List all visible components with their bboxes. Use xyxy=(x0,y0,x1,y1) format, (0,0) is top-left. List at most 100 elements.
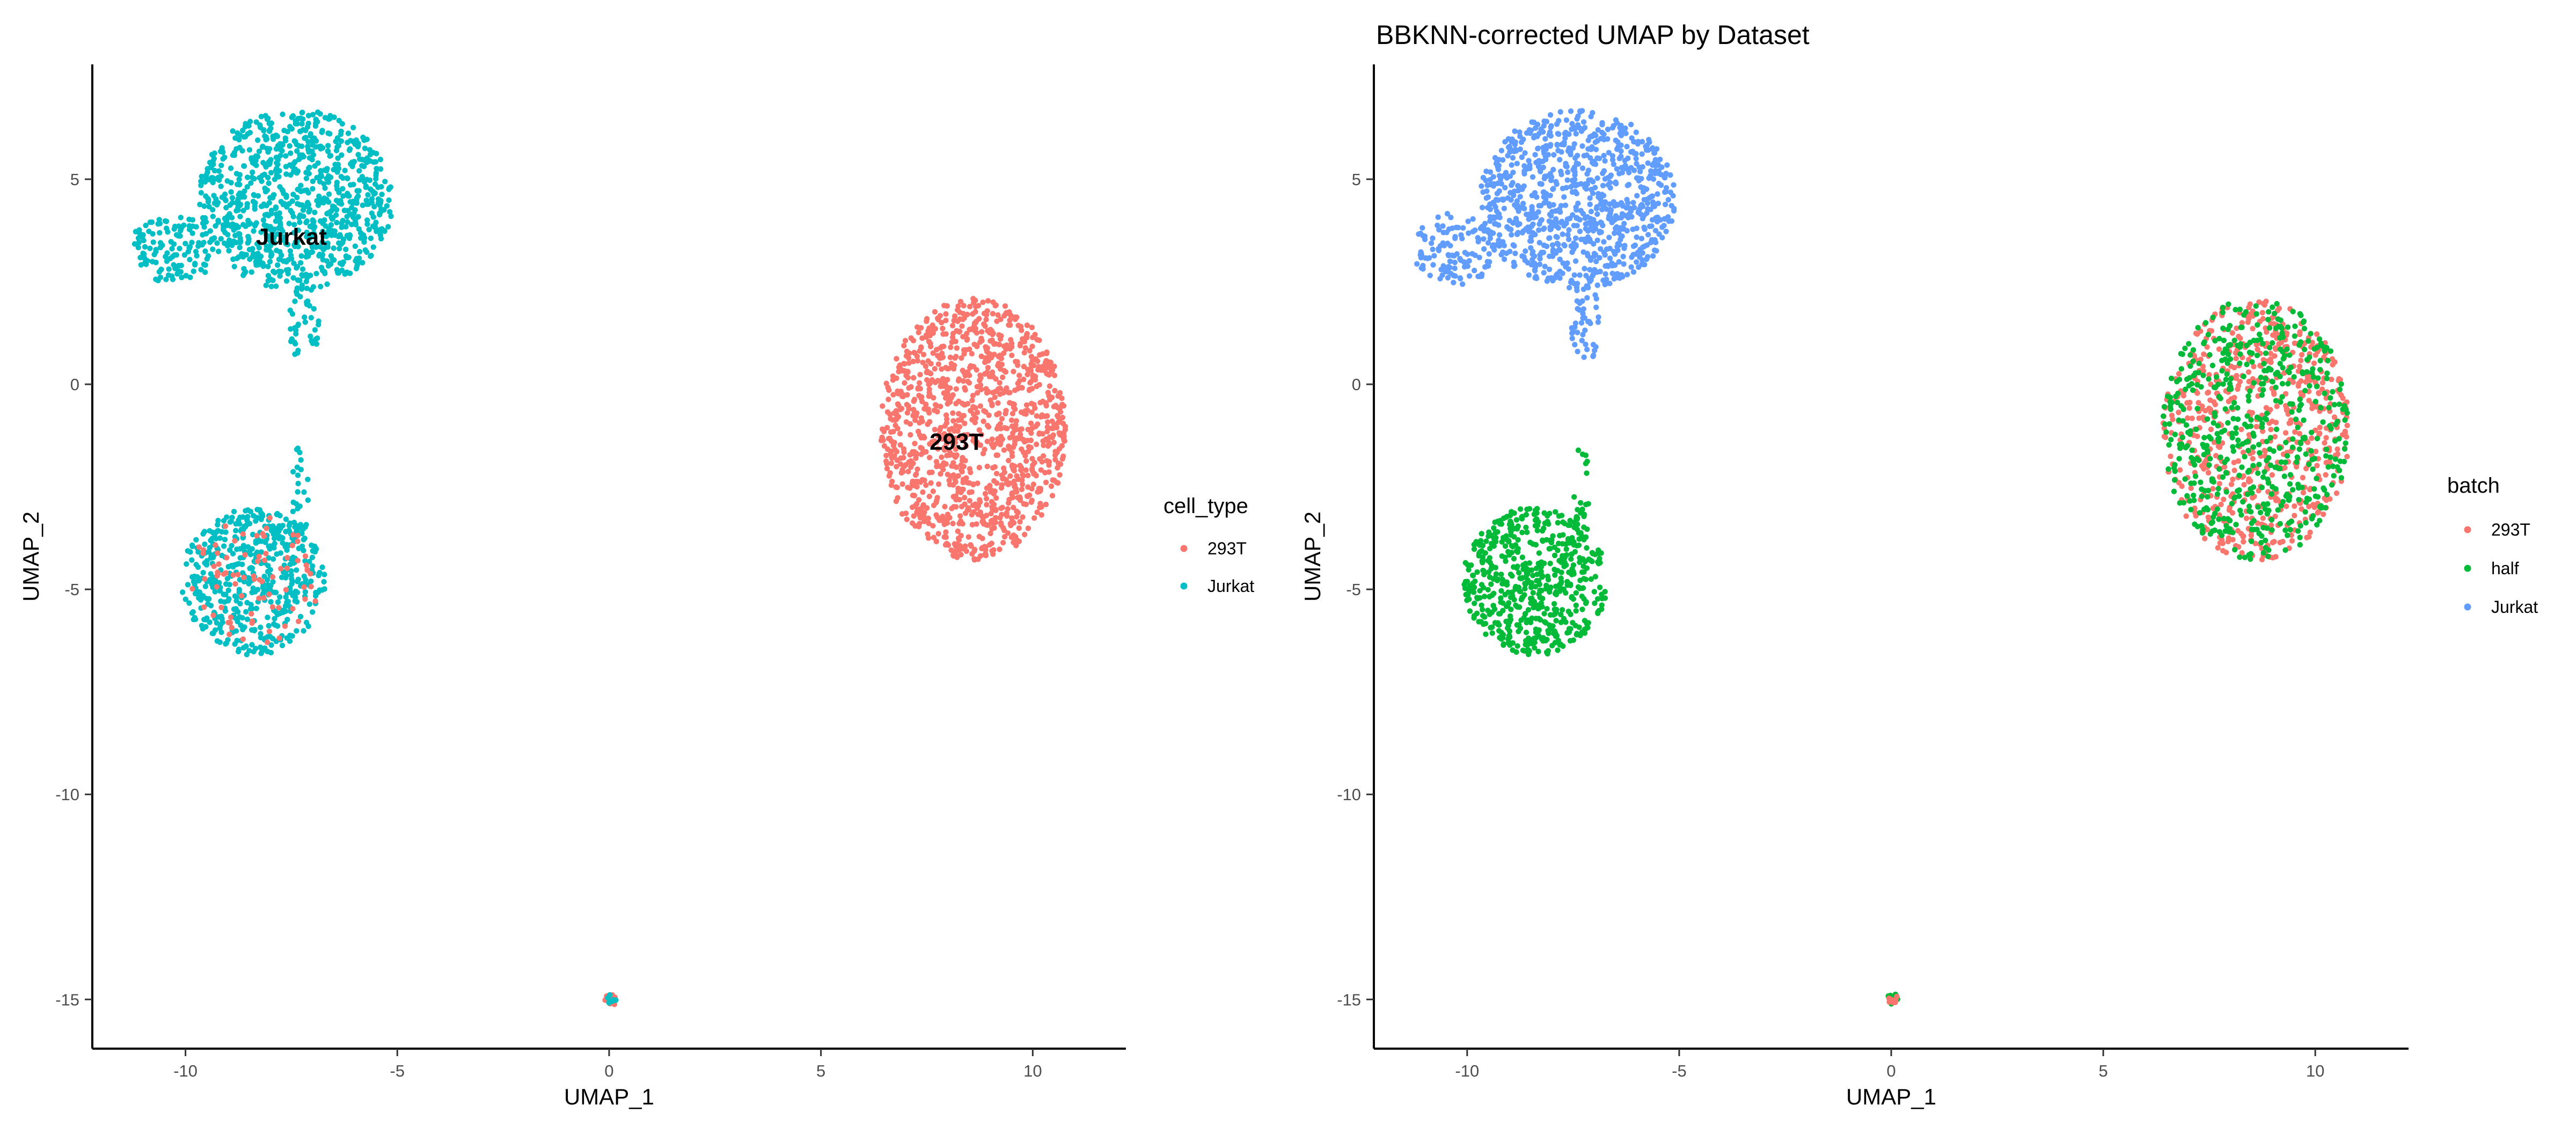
point-half xyxy=(1475,540,1481,547)
point-jurkat xyxy=(212,589,218,595)
point-jurkat xyxy=(1633,156,1639,162)
point-293t xyxy=(992,394,998,400)
point-293t xyxy=(898,367,904,372)
point-293t xyxy=(312,598,318,604)
point-half xyxy=(1491,590,1497,597)
point-293t xyxy=(1002,369,1009,375)
point-jurkat xyxy=(1488,229,1494,235)
point-jurkat xyxy=(281,127,287,134)
point-jurkat xyxy=(1445,240,1451,246)
point-half xyxy=(1552,567,1557,573)
point-jurkat xyxy=(233,223,239,229)
point-jurkat xyxy=(1452,265,1458,272)
point-293t xyxy=(304,567,310,573)
point-jurkat xyxy=(1633,129,1639,135)
point-293t xyxy=(2267,407,2273,413)
point-jurkat xyxy=(324,281,330,287)
umap-panel-cell-type: -10 -5 0 5 10-15-10-505UMAP_1UMAP_2Jurkat293… xyxy=(18,64,1254,1109)
point-jurkat xyxy=(169,273,175,279)
point-jurkat xyxy=(258,650,264,656)
point-jurkat xyxy=(142,244,148,250)
point-jurkat xyxy=(1526,216,1532,222)
point-293t xyxy=(942,503,948,510)
point-half xyxy=(1582,630,1588,636)
point-293t xyxy=(1045,439,1051,445)
point-293t xyxy=(1007,473,1013,479)
point-jurkat xyxy=(1635,138,1641,145)
point-half xyxy=(1572,623,1578,628)
point-jurkat xyxy=(1587,195,1593,201)
point-jurkat xyxy=(283,278,290,284)
point-293t xyxy=(1017,463,1023,469)
point-jurkat xyxy=(1665,197,1671,203)
cluster-label: Jurkat xyxy=(256,224,327,250)
point-jurkat xyxy=(1644,142,1650,148)
point-jurkat xyxy=(1606,235,1612,240)
point-293t xyxy=(2300,474,2306,481)
point-293t xyxy=(930,327,936,333)
point-jurkat xyxy=(265,149,271,155)
point-half xyxy=(1479,602,1484,609)
point-293t xyxy=(966,380,972,386)
point-half xyxy=(1530,541,1536,547)
point-293t xyxy=(2311,360,2317,367)
point-half xyxy=(1575,521,1580,527)
point-jurkat xyxy=(224,243,230,248)
point-293t xyxy=(956,424,963,430)
point-293t xyxy=(911,513,917,519)
point-jurkat xyxy=(240,254,246,260)
point-293t xyxy=(984,502,990,508)
point-293t xyxy=(1015,510,1021,516)
point-jurkat xyxy=(1599,129,1605,136)
point-293t xyxy=(910,460,916,466)
point-jurkat xyxy=(354,263,360,269)
point-jurkat xyxy=(1446,226,1452,232)
point-jurkat xyxy=(1431,253,1437,259)
point-half xyxy=(1515,537,1521,543)
point-jurkat xyxy=(247,606,254,612)
point-jurkat xyxy=(248,602,254,608)
point-jurkat xyxy=(1430,246,1436,252)
point-half xyxy=(1552,628,1558,634)
point-293t xyxy=(1000,540,1006,546)
point-jurkat xyxy=(368,253,374,259)
point-jurkat xyxy=(1655,214,1660,221)
point-jurkat xyxy=(305,623,311,630)
point-jurkat xyxy=(1629,254,1635,260)
point-293t xyxy=(962,420,968,427)
point-293t xyxy=(906,360,912,366)
point-293t xyxy=(917,371,923,378)
y-axis-title: UMAP_2 xyxy=(18,511,43,602)
point-jurkat xyxy=(300,207,306,213)
point-293t xyxy=(2292,513,2297,518)
point-293t xyxy=(1040,363,1046,369)
point-jurkat xyxy=(290,469,296,475)
point-293t xyxy=(935,446,941,452)
point-293t xyxy=(895,391,901,397)
point-jurkat xyxy=(241,544,247,550)
point-jurkat xyxy=(294,628,299,634)
point-293t xyxy=(225,619,231,626)
point-293t xyxy=(911,349,917,356)
point-jurkat xyxy=(1566,227,1572,233)
point-jurkat xyxy=(334,137,341,143)
point-293t xyxy=(264,525,269,531)
point-half xyxy=(1577,555,1583,561)
point-jurkat xyxy=(1587,201,1593,207)
point-jurkat xyxy=(1420,266,1426,272)
point-293t xyxy=(950,521,956,526)
point-jurkat xyxy=(1585,167,1592,173)
point-jurkat xyxy=(386,197,392,203)
point-jurkat xyxy=(1484,259,1490,265)
point-293t xyxy=(998,505,1004,511)
point-jurkat xyxy=(1524,211,1529,217)
point-jurkat xyxy=(157,230,163,236)
point-293t xyxy=(952,355,958,361)
point-jurkat xyxy=(1547,112,1554,118)
point-half xyxy=(1505,623,1512,628)
point-jurkat xyxy=(1435,222,1440,229)
point-jurkat xyxy=(1618,133,1624,138)
point-293t xyxy=(2296,430,2303,437)
point-jurkat xyxy=(1580,119,1587,125)
point-half xyxy=(1597,584,1603,590)
